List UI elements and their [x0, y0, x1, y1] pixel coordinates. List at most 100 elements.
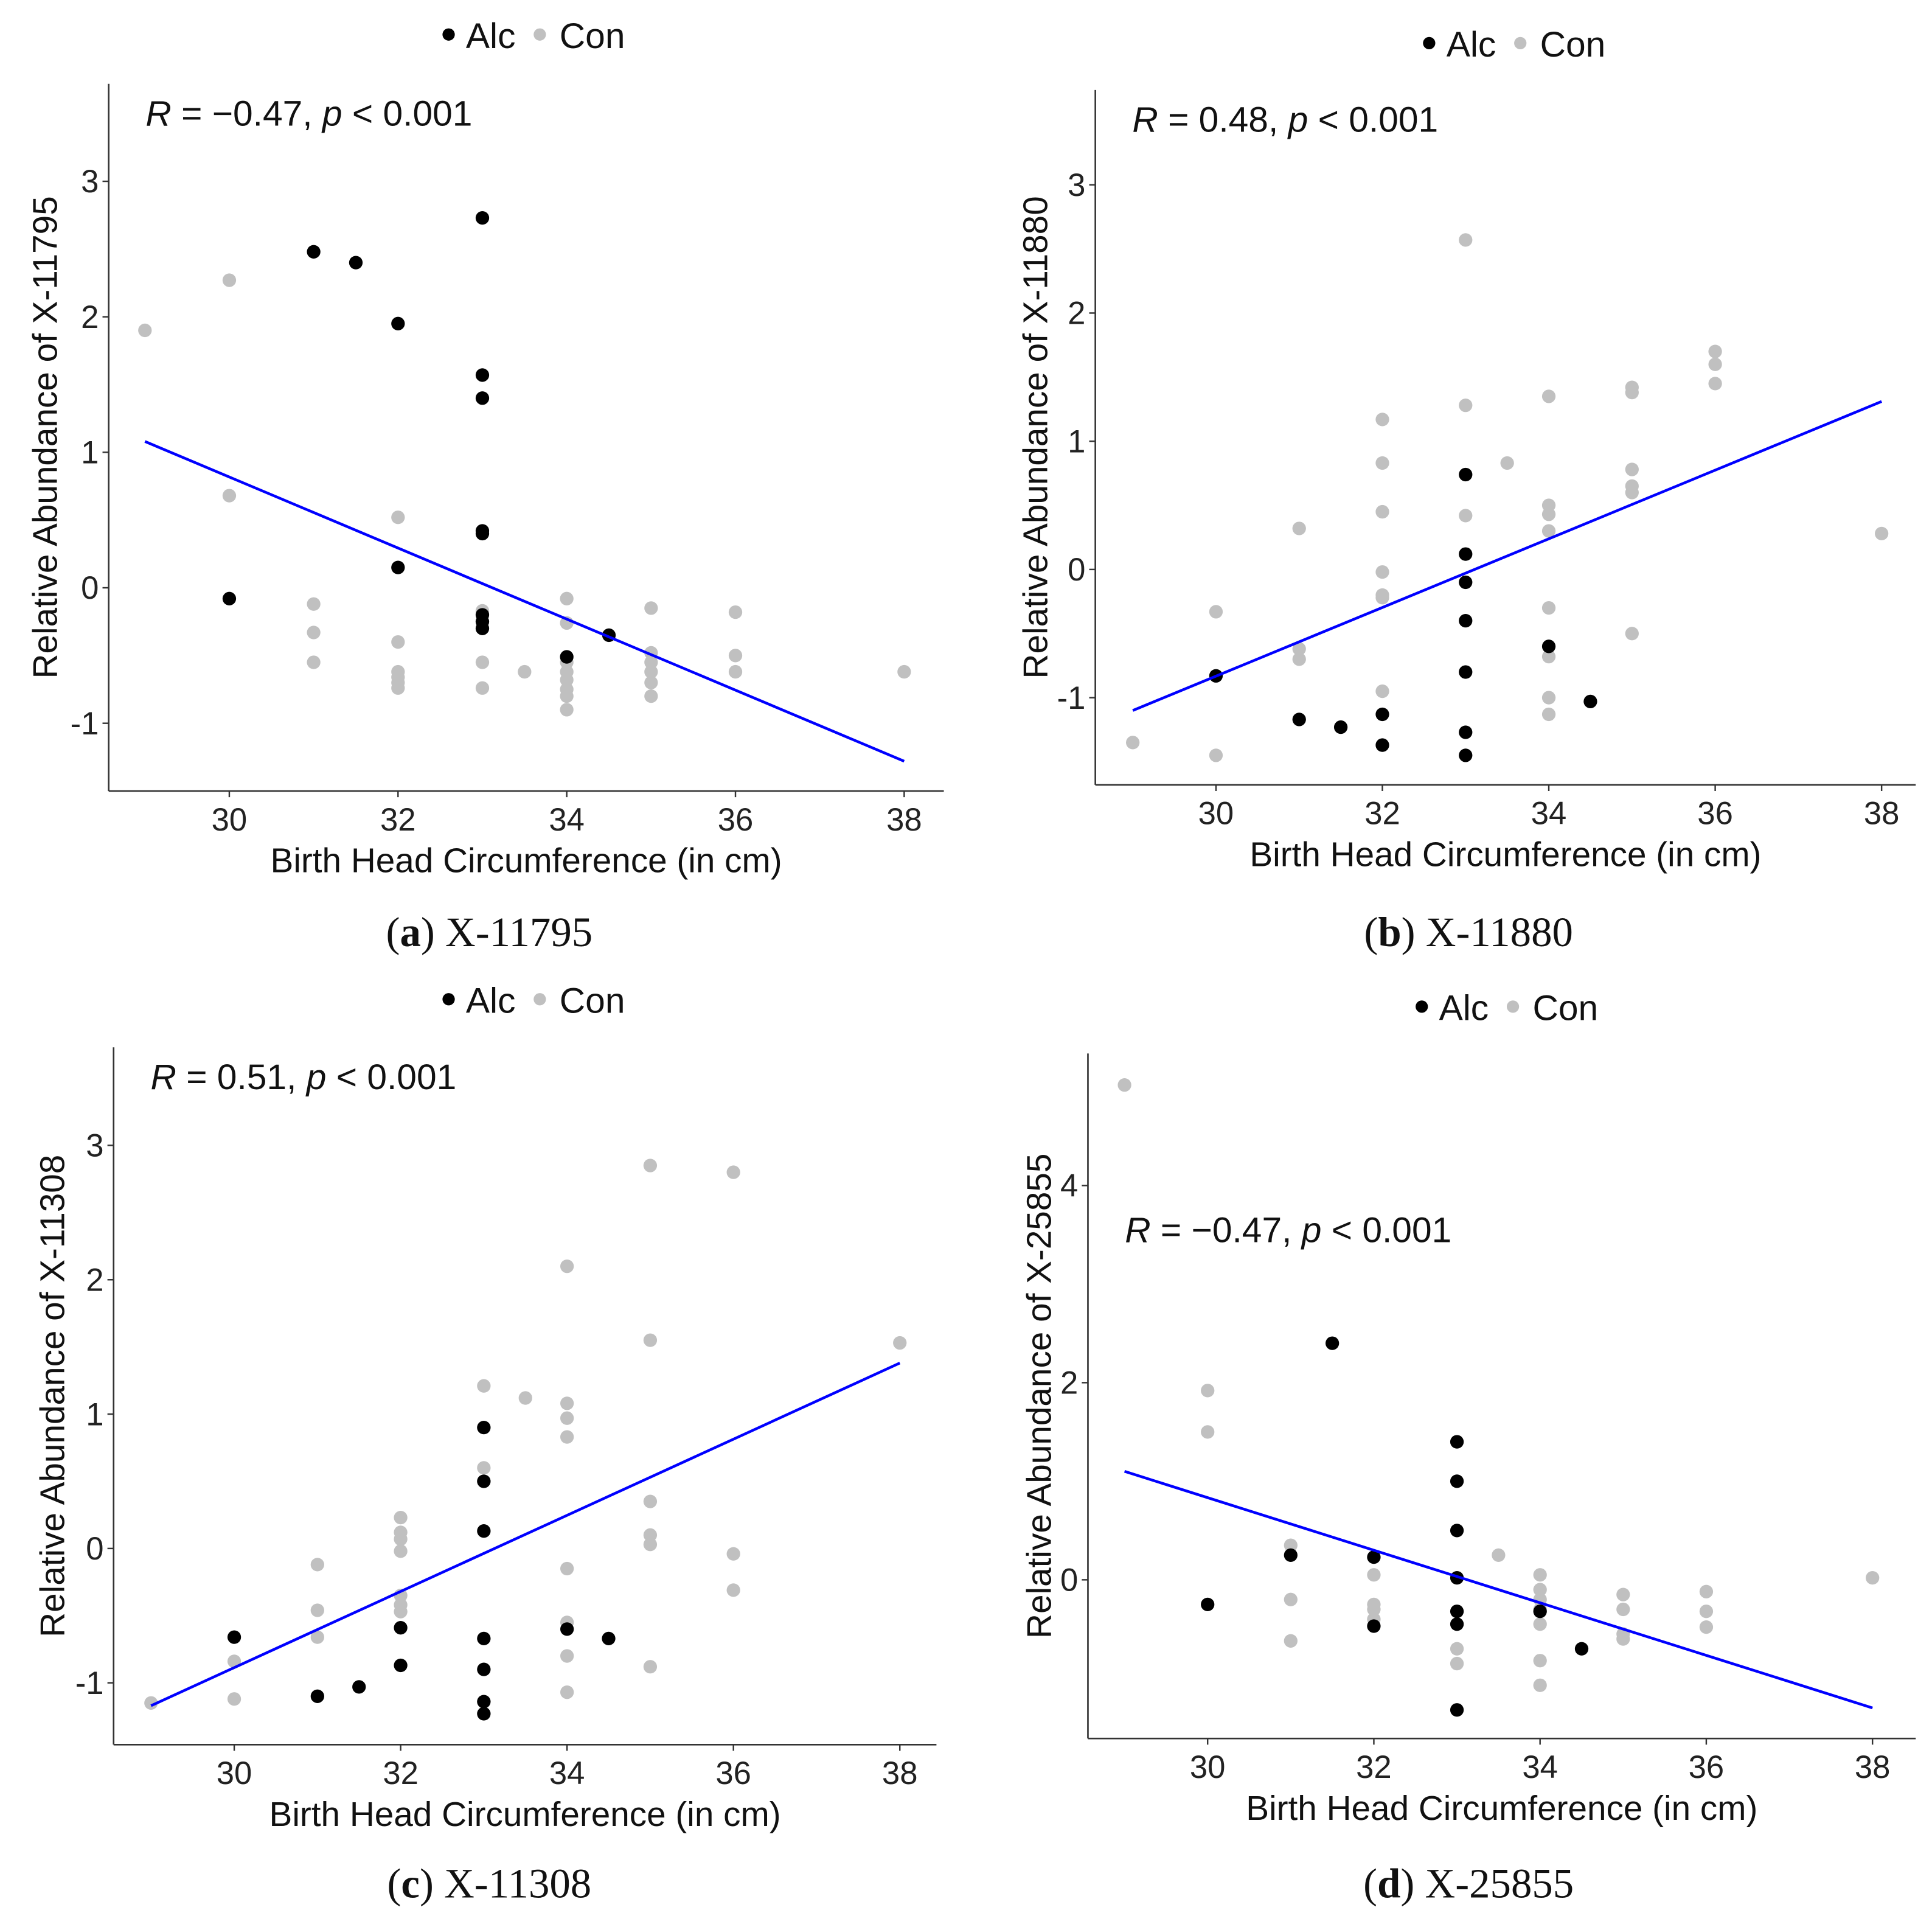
- point-con: [1450, 1642, 1464, 1656]
- point-alc: [560, 650, 574, 664]
- point-con: [1533, 1583, 1547, 1597]
- x-tick-label: 32: [1356, 1749, 1392, 1785]
- point-alc: [1459, 725, 1473, 739]
- point-con: [1866, 1570, 1880, 1585]
- point-con: [1699, 1584, 1714, 1598]
- point-con: [1375, 591, 1389, 605]
- point-con: [644, 655, 658, 669]
- point-alc: [477, 1662, 491, 1676]
- point-alc: [394, 1621, 408, 1635]
- point-con: [394, 1544, 408, 1558]
- y-tick-label: -1: [75, 1665, 104, 1701]
- legend-con-marker: [533, 993, 546, 1006]
- point-alc: [352, 1680, 366, 1694]
- point-con: [643, 1660, 658, 1674]
- point-con: [1616, 1632, 1630, 1646]
- point-alc: [1326, 1336, 1340, 1350]
- panel-caption: (a) X-11795: [386, 909, 593, 955]
- point-con: [560, 1430, 574, 1444]
- x-tick-label: 34: [1531, 796, 1567, 832]
- point-alc: [477, 1524, 491, 1538]
- point-alc: [1459, 467, 1473, 482]
- x-tick-label: 38: [1855, 1749, 1891, 1785]
- point-con: [728, 649, 743, 663]
- point-con: [518, 1391, 532, 1405]
- y-tick-label: 0: [1068, 552, 1085, 588]
- point-con: [394, 1532, 408, 1546]
- point-con: [1875, 526, 1889, 541]
- x-tick-label: 34: [549, 1755, 585, 1791]
- point-con: [560, 1561, 574, 1576]
- x-tick-label: 34: [549, 802, 585, 838]
- point-con: [560, 673, 574, 687]
- point-con: [1533, 1568, 1547, 1582]
- point-alc: [1201, 1597, 1215, 1612]
- point-con: [477, 1379, 491, 1393]
- legend-con-label: Con: [560, 981, 625, 1020]
- point-alc: [1450, 1605, 1464, 1619]
- x-axis-label: Birth Head Circumference (in cm): [1246, 1789, 1757, 1828]
- point-alc: [1450, 1703, 1464, 1717]
- x-tick-label: 36: [715, 1755, 751, 1791]
- point-alc: [475, 368, 490, 382]
- point-con: [391, 681, 405, 695]
- point-con: [644, 675, 658, 690]
- x-tick-label: 38: [1864, 796, 1900, 832]
- point-alc: [1333, 720, 1348, 734]
- point-con: [222, 489, 237, 503]
- panel-b: 30 32 34 36 38 -1 0 1 2 3 Birth Head Circumference…: [1017, 25, 1916, 955]
- point-con: [1117, 1078, 1131, 1092]
- point-con: [394, 1510, 408, 1525]
- y-axis-label: Relative Abundance of X-25855: [1021, 1154, 1059, 1639]
- legend-alc-marker: [442, 28, 455, 41]
- panel-caption: (c) X-11308: [387, 1860, 591, 1906]
- point-con: [1284, 1592, 1298, 1606]
- y-tick-label: 2: [1060, 1365, 1078, 1401]
- legend-alc-marker: [442, 993, 455, 1006]
- point-con: [643, 1159, 658, 1173]
- point-con: [726, 1165, 740, 1179]
- point-con: [475, 655, 490, 669]
- point-alc: [1367, 1619, 1381, 1633]
- point-con: [1541, 650, 1556, 664]
- point-con: [726, 1547, 740, 1561]
- point-alc: [1292, 713, 1306, 727]
- point-alc: [349, 256, 363, 270]
- point-con: [893, 1336, 907, 1350]
- point-con: [897, 664, 911, 679]
- legend: Alc Con: [442, 16, 625, 56]
- point-con: [560, 1649, 574, 1663]
- point-con: [728, 664, 743, 679]
- point-alc: [1284, 1548, 1298, 1563]
- regression-line: [1124, 1470, 1873, 1710]
- y-tick-label: -1: [1057, 680, 1086, 716]
- point-con: [1541, 707, 1556, 722]
- legend: Alc Con: [1416, 989, 1598, 1028]
- legend-con-marker: [1514, 37, 1527, 49]
- point-con: [1616, 1602, 1630, 1617]
- legend-con-marker: [1506, 1000, 1520, 1013]
- point-con: [644, 601, 658, 615]
- point-alc: [477, 1695, 491, 1709]
- correlation-annotation: R = −0.47, p < 0.001: [145, 94, 472, 134]
- x-axis-label: Birth Head Circumference (in cm): [1249, 836, 1761, 874]
- point-con: [1367, 1568, 1381, 1582]
- point-con: [1625, 627, 1639, 641]
- point-con: [1284, 1634, 1298, 1648]
- point-con: [1375, 504, 1389, 519]
- point-con: [1209, 605, 1223, 619]
- point-con: [144, 1696, 158, 1710]
- point-con: [307, 597, 321, 611]
- y-tick-label: -1: [71, 706, 99, 742]
- x-axis-label: Birth Head Circumference (in cm): [269, 1796, 781, 1834]
- point-con: [1209, 748, 1223, 762]
- point-con: [1292, 642, 1306, 656]
- point-con: [643, 1333, 658, 1347]
- point-con: [643, 1538, 658, 1552]
- point-con: [310, 1603, 324, 1617]
- point-alc: [477, 1707, 491, 1721]
- point-alc: [1459, 547, 1473, 561]
- point-alc: [1459, 614, 1473, 628]
- x-tick-label: 38: [882, 1755, 918, 1791]
